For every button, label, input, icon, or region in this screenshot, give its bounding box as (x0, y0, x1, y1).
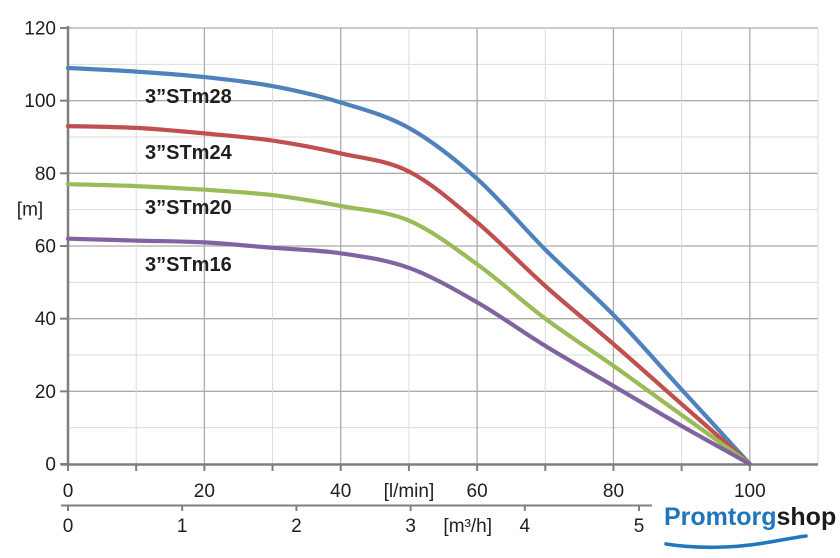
chart-tick-labels: 0 20 40 60 80 100 120 [m] 0 20 40 60 80 100 [l/min] 0 1 2… (17, 19, 766, 538)
curve-3stm24 (65, 124, 752, 467)
curve-3stm20 (65, 182, 752, 467)
x-tick-label-m3h: 1 (177, 516, 188, 537)
chart-curves (65, 65, 752, 467)
y-tick-label: 40 (35, 309, 56, 330)
series-label: 3”STm24 (145, 142, 233, 164)
x-tick-label-lmin: 20 (194, 481, 215, 502)
x-tick-label-m3h: 4 (520, 516, 531, 537)
logo-text-shop: shop (776, 503, 837, 531)
logo-swoosh-icon (664, 534, 808, 550)
x-tick-label-m3h: 5 (634, 516, 645, 537)
x-tick-label-m3h: 0 (63, 516, 74, 537)
chart-tick-marks (60, 27, 751, 511)
x-tick-label-lmin: 100 (734, 481, 766, 502)
x-axis-unit-label-lmin: [l/min] (384, 481, 435, 502)
y-tick-label: 20 (35, 382, 56, 403)
x-axis-unit-label-m3h: [m³/h] (443, 516, 492, 537)
y-axis-unit-label: [m] (17, 200, 43, 221)
y-tick-label: 100 (24, 91, 56, 112)
logo-text-promtorg: Promtorg (664, 503, 777, 531)
curve-3stm16 (65, 236, 752, 467)
curve-3stm28 (65, 65, 752, 467)
series-label: 3”STm20 (145, 197, 232, 219)
chart-grid (68, 27, 819, 464)
x-tick-label-m3h: 2 (291, 516, 302, 537)
x-tick-label-lmin: 40 (330, 481, 351, 502)
promtorgshop-logo: Promtorgshop (664, 503, 837, 555)
y-tick-label: 0 (45, 455, 56, 476)
y-tick-label: 60 (35, 237, 56, 258)
chart-series-labels: 3”STm28 3”STm24 3”STm20 3”STm16 (145, 86, 233, 276)
x-tick-label-m3h: 3 (405, 516, 416, 537)
series-label: 3”STm28 (145, 86, 232, 108)
chart-axes (61, 26, 818, 507)
series-label: 3”STm16 (145, 254, 232, 276)
y-tick-label: 120 (24, 19, 56, 40)
y-tick-label: 80 (35, 164, 56, 185)
x-tick-label-lmin: 0 (63, 481, 74, 502)
x-tick-label-lmin: 60 (467, 481, 488, 502)
x-tick-label-lmin: 80 (603, 481, 624, 502)
